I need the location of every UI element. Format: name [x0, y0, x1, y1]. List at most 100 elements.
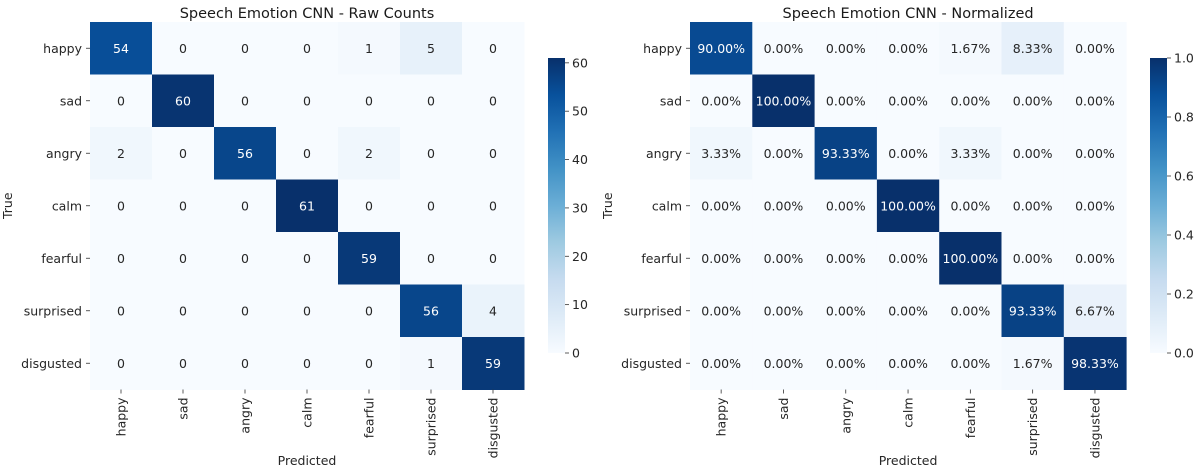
x-axis-label: Predicted	[879, 453, 938, 468]
x-tick-label: disgusted	[1087, 398, 1102, 459]
cell-value-label: 93.33%	[822, 146, 870, 161]
colorbar-tick-label: 0.0	[1174, 346, 1194, 361]
heatmap-cell	[400, 232, 463, 285]
cell-value-label: 0	[179, 303, 187, 318]
cell-value-label: 56	[423, 303, 439, 318]
cell-value-label: 0	[241, 356, 249, 371]
y-tick-label: surprised	[24, 303, 82, 318]
cell-value-label: 0.00%	[826, 198, 866, 213]
heatmap-cell	[338, 22, 401, 75]
heatmap-cell	[1063, 179, 1127, 233]
x-tick-label: surprised	[424, 398, 439, 456]
heatmap-cell	[752, 22, 816, 75]
cell-value-label: 0	[365, 93, 373, 108]
cell-value-label: 0	[241, 251, 249, 266]
cell-value-label: 0.00%	[888, 93, 928, 108]
heatmap-cell	[90, 22, 153, 75]
heatmap-cell	[400, 127, 463, 180]
heatmap-cell	[814, 337, 878, 390]
heatmap-cell	[90, 232, 153, 285]
y-tick-label: fearful	[641, 251, 682, 266]
cell-value-label: 0	[489, 251, 497, 266]
heatmap-cell	[690, 284, 753, 338]
heatmap-cell	[1001, 232, 1065, 285]
cell-value-label: 3.33%	[701, 146, 741, 161]
cell-value-label: 0	[179, 198, 187, 213]
cell-value-label: 100.00%	[756, 93, 812, 108]
cell-value-label: 0	[117, 93, 125, 108]
heatmap-cell	[752, 127, 816, 180]
heatmap-cell	[814, 127, 878, 180]
cell-value-label: 2	[117, 146, 125, 161]
raw-counts-panel: 54 0 0 0 1 5 00 60 0 0 0 0 02 0 56 0 2 0 00 0 0 61 0 0 00 0 0 0 59 0 0…	[0, 6, 588, 468]
heatmap-cell	[876, 127, 940, 180]
chart-title: Speech Emotion CNN - Normalized	[783, 6, 1034, 22]
heatmap-cell	[1063, 284, 1127, 338]
heatmap-cell	[1001, 127, 1065, 180]
heatmap-cell	[90, 179, 153, 233]
cell-value-label: 0	[179, 146, 187, 161]
x-tick-label: fearful	[362, 398, 377, 439]
heatmap-cell	[276, 284, 339, 338]
cell-value-label: 0	[241, 303, 249, 318]
y-tick-label: sad	[60, 93, 82, 108]
heatmap-cell	[876, 232, 940, 285]
heatmap-cell	[276, 232, 339, 285]
heatmap-cell	[814, 74, 878, 128]
cell-value-label: 0.00%	[826, 41, 866, 56]
heatmap-cell	[338, 74, 401, 128]
colorbar-tick-label: 1.0	[1174, 51, 1194, 66]
heatmap-cell	[462, 232, 525, 285]
cell-value-label: 0.00%	[764, 303, 804, 318]
heatmap-cell	[214, 74, 277, 128]
heatmap-cell	[876, 284, 940, 338]
cell-value-label: 0	[303, 93, 311, 108]
heatmap-cell	[462, 74, 525, 128]
cell-value-label: 0	[489, 198, 497, 213]
cell-value-label: 0	[365, 303, 373, 318]
cell-value-label: 0.00%	[888, 146, 928, 161]
heatmap-cell	[214, 22, 277, 75]
x-tick-label: angry	[838, 397, 853, 434]
cell-value-label: 0.00%	[1013, 198, 1053, 213]
heatmap-cell	[462, 127, 525, 180]
cell-value-label: 0.00%	[950, 93, 990, 108]
heatmap-cell	[462, 179, 525, 233]
cell-value-label: 0	[303, 146, 311, 161]
cell-value-label: 93.33%	[1009, 303, 1057, 318]
heatmap-cell	[1063, 337, 1127, 390]
cell-value-label: 0	[303, 303, 311, 318]
cell-value-label: 0	[489, 93, 497, 108]
cell-value-label: 0.00%	[888, 251, 928, 266]
heatmap-cell	[214, 127, 277, 180]
cell-value-label: 100.00%	[943, 251, 999, 266]
heatmap-cell	[214, 284, 277, 338]
heatmap-cell	[752, 337, 816, 390]
heatmap-cell	[939, 232, 1002, 285]
cell-value-label: 0.00%	[1075, 41, 1115, 56]
cell-value-label: 0.00%	[1013, 93, 1053, 108]
cell-value-label: 5	[427, 41, 435, 56]
heatmap-cell	[690, 232, 753, 285]
heatmap-cell	[1001, 337, 1065, 390]
cell-value-label: 60	[175, 93, 191, 108]
normalized-panel: 90.00% 0.00% 0.00% 0.00% 1.67% 8.33% 0.00%0.00…	[600, 6, 1194, 468]
cell-value-label: 4	[489, 303, 497, 318]
cell-value-label: 0	[489, 146, 497, 161]
heatmap-cell	[690, 22, 753, 75]
heatmap-cell	[152, 74, 215, 128]
cell-value-label: 0	[303, 251, 311, 266]
cell-value-label: 0.00%	[701, 303, 741, 318]
cell-value-label: 0.00%	[826, 356, 866, 371]
heatmap-cell	[152, 337, 215, 390]
heatmap-cell	[876, 22, 940, 75]
heatmap-cell	[462, 337, 525, 390]
cell-value-label: 2	[365, 146, 373, 161]
colorbar-tick-label: 0.4	[1174, 228, 1194, 243]
x-tick-label: sad	[776, 398, 791, 420]
heatmap-cell	[400, 284, 463, 338]
cell-value-label: 59	[361, 251, 377, 266]
heatmap-cell	[939, 284, 1002, 338]
cell-value-label: 1	[427, 356, 435, 371]
heatmap-cell	[90, 127, 153, 180]
